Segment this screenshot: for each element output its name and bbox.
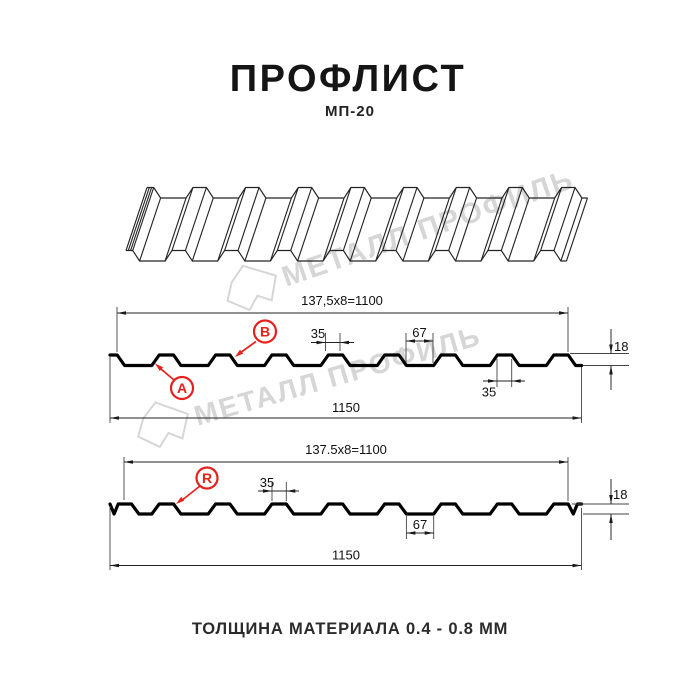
profile-outline [108,353,584,368]
dim-label-rib-top: 35 [311,326,325,341]
watermark-upper: МЕТАЛЛ ПРОФИЛЬ [226,163,578,312]
dim-label-cover-width: 137,5x8=1100 [301,293,383,308]
marker-r: R [180,466,219,502]
dim-total-width: 1150 [109,356,582,423]
material-thickness-note: ТОЛЩИНА МАТЕРИАЛА 0.4 - 0.8 ММ [192,620,508,638]
dim-label-total-width: 1150 [332,400,360,415]
profile-model-label: МП-20 [325,103,375,120]
page-title: ПРОФЛИСТ [230,58,466,100]
watermark-text: МЕТАЛЛ ПРОФИЛЬ [278,163,578,293]
sheet-3d-view [125,186,588,262]
metall-profil-logo-icon [136,401,190,449]
dim-height: 18 [570,329,629,390]
dim-label-rib-top: 35 [260,475,274,490]
dim-total-width: 1150 [109,506,582,570]
marker-b-letter: B [260,324,270,340]
dim-height: 18 [572,479,629,540]
dim-label-rib-bottom: 35 [482,385,496,400]
dim-cover-width: 137,5x8=1100 [116,293,569,352]
dim-cover-width: 137.5x8=1100 [123,442,569,501]
dim-rib-top-width: 35 [311,326,354,351]
dim-rib-top-width: 35 [258,475,299,501]
dim-label-cover-width: 137.5x8=1100 [305,442,387,457]
dim-label-total-width: 1150 [332,548,360,563]
dim-label-height: 18 [613,487,627,502]
dimension-arrowheads [110,311,613,568]
sheet-3d-far-edge [147,186,588,199]
marker-a-letter: A [177,380,187,396]
dim-label-valley: 67 [413,517,427,532]
sheet-3d-rib-lines [125,187,588,262]
cross-section-top: 137,5x8=1100 35 67 35 18 [108,293,629,423]
marker-r-letter: R [202,470,212,486]
profile-outline [108,502,584,516]
metall-profil-logo-icon [226,264,278,312]
dim-label-valley: 67 [412,325,426,340]
sheet-3d-near-edge [126,249,567,262]
marker-a: A [157,365,195,401]
dim-valley-width: 67 [405,516,435,539]
marker-b: B [237,319,278,356]
cross-section-bottom: 137.5x8=1100 35 67 18 1150 [108,442,629,570]
dim-label-height: 18 [614,339,628,354]
